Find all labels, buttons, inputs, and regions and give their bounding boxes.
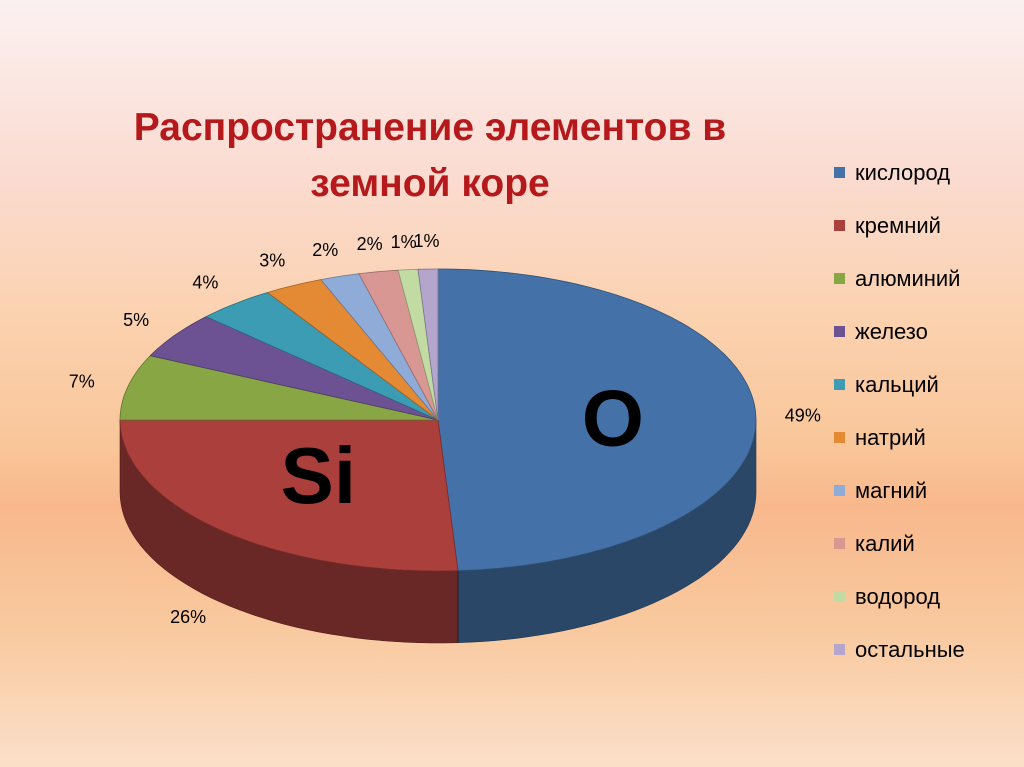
legend-label: кальций xyxy=(855,371,939,397)
legend-swatch xyxy=(834,485,845,496)
legend-item: кремний xyxy=(834,199,965,252)
pie-slice-0 xyxy=(437,268,757,572)
legend-swatch xyxy=(834,591,845,602)
legend-item: кислород xyxy=(834,146,965,199)
pie-slice-2 xyxy=(119,355,439,421)
legend-swatch xyxy=(834,273,845,284)
legend-label: натрий xyxy=(855,424,926,450)
legend-label: кремний xyxy=(855,212,941,238)
legend-label: водород xyxy=(855,583,941,609)
pie-data-label-5: 3% xyxy=(259,251,285,271)
legend-item: калий xyxy=(834,517,965,570)
pie-slice-4 xyxy=(205,292,439,421)
pie-data-label-6: 2% xyxy=(312,240,338,260)
pie-annotation-1: Si xyxy=(280,431,356,520)
pie-annotations: O Si xyxy=(280,374,643,520)
legend-item: натрий xyxy=(834,411,965,464)
legend-label: остальные xyxy=(855,636,965,662)
pie-slice-3 xyxy=(149,316,439,421)
pie-data-label-0: 49% xyxy=(785,405,821,425)
legend: кислород кремний алюминий железо кальций натр… xyxy=(834,146,965,676)
pie-data-label-7: 2% xyxy=(357,234,383,254)
pie-slice-5 xyxy=(266,279,439,421)
legend-item: водород xyxy=(834,570,965,623)
legend-item: алюминий xyxy=(834,252,965,305)
legend-swatch xyxy=(834,167,845,178)
pie-data-label-8: 1% xyxy=(391,232,417,252)
legend-label: калий xyxy=(855,530,915,556)
pie-slice-1 xyxy=(119,419,459,572)
legend-swatch xyxy=(834,220,845,231)
pie-slice-7 xyxy=(358,269,439,421)
pie-slices xyxy=(119,268,757,572)
legend-swatch xyxy=(834,379,845,390)
legend-swatch xyxy=(834,432,845,443)
pie-data-label-4: 4% xyxy=(192,272,218,292)
legend-swatch xyxy=(834,326,845,337)
legend-label: железо xyxy=(855,318,928,344)
pie-data-label-2: 7% xyxy=(69,372,95,392)
pie-data-label-3: 5% xyxy=(123,310,149,330)
chart-title: Распространение элементов в земной коре xyxy=(133,106,727,205)
legend-swatch xyxy=(834,538,845,549)
pie-data-label-1: 26% xyxy=(170,607,206,627)
legend-label: кислород xyxy=(855,159,951,185)
pie-data-label-9: 1% xyxy=(414,231,440,251)
legend-item: остальные xyxy=(834,623,965,676)
legend-swatch xyxy=(834,644,845,655)
pie-labels: 49% 26% 7% 5% 4% 3% 2% 2% 1%1% xyxy=(69,231,821,627)
legend-label: алюминий xyxy=(855,265,961,291)
legend-item: магний xyxy=(834,464,965,517)
legend-label: магний xyxy=(855,477,928,503)
pie-annotation-0: O xyxy=(582,374,644,463)
legend-item: кальций xyxy=(834,358,965,411)
legend-item: железо xyxy=(834,305,965,358)
pie-slice-6 xyxy=(320,273,439,421)
pie-slice-9 xyxy=(417,268,439,421)
